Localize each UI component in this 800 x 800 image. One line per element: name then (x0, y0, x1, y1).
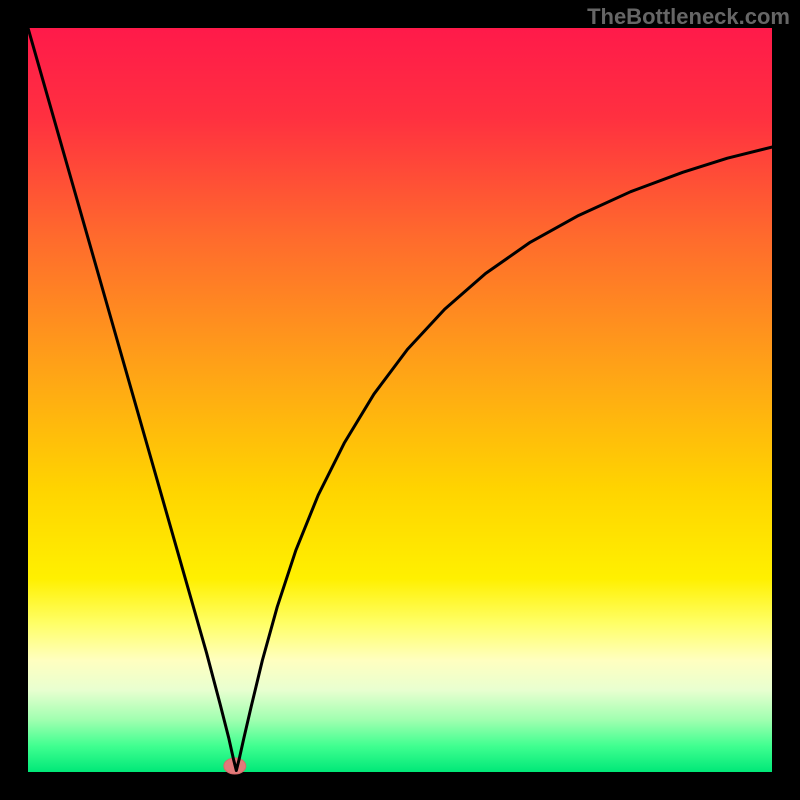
plot-background (28, 28, 772, 772)
chart-frame: TheBottleneck.com (0, 0, 800, 800)
watermark-text: TheBottleneck.com (587, 4, 790, 30)
chart-svg (0, 0, 800, 800)
